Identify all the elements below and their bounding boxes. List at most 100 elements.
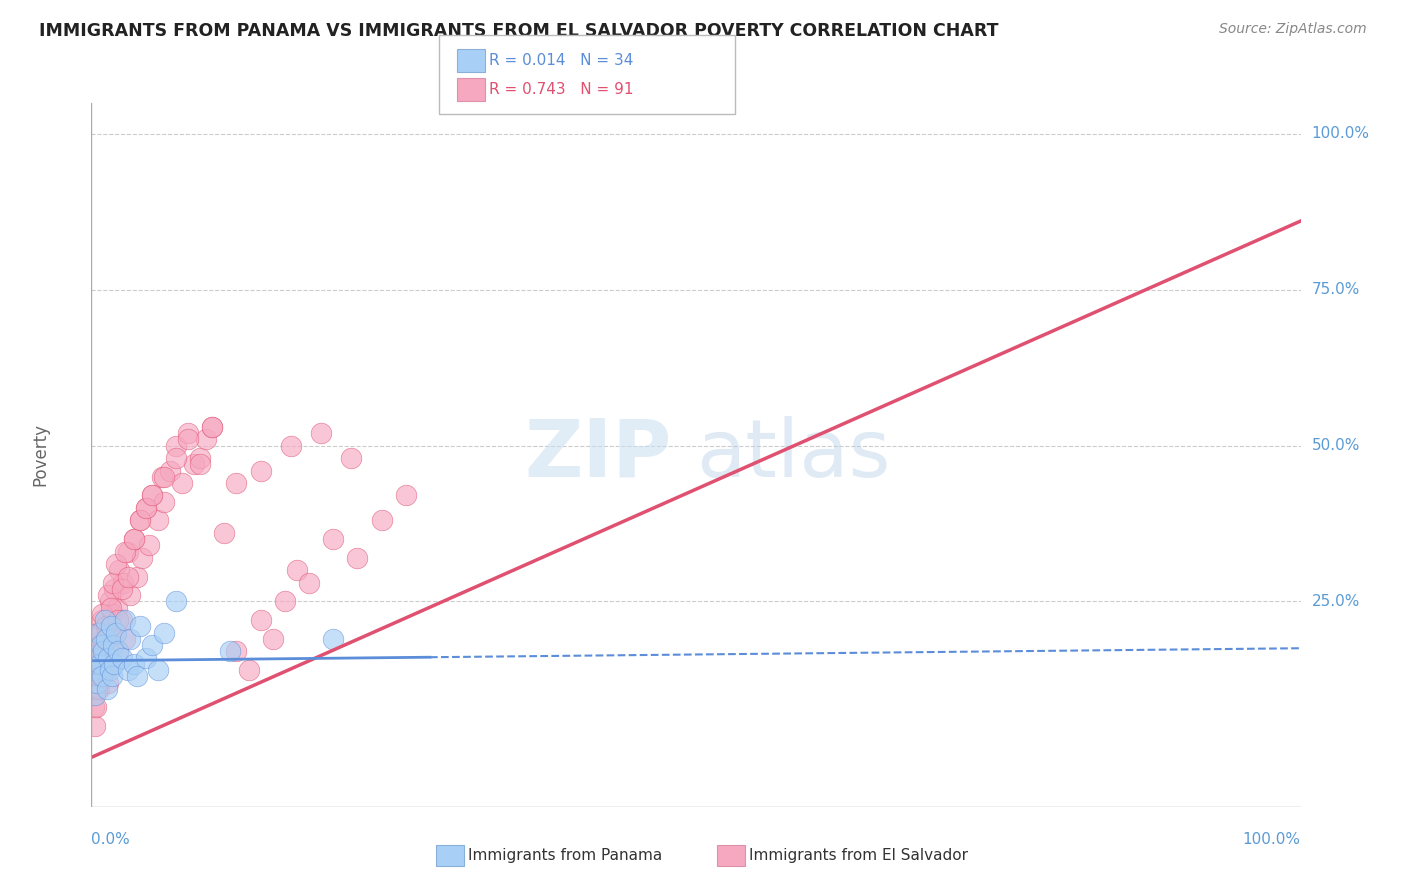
Point bbox=[107, 613, 129, 627]
Text: 75.0%: 75.0% bbox=[1312, 282, 1360, 297]
Point bbox=[101, 638, 124, 652]
Point bbox=[98, 663, 121, 677]
Point bbox=[84, 688, 107, 702]
Point bbox=[274, 594, 297, 608]
Point bbox=[395, 488, 418, 502]
Point bbox=[183, 457, 205, 471]
Point bbox=[177, 426, 200, 441]
Point bbox=[96, 681, 118, 696]
Point bbox=[105, 600, 128, 615]
Point bbox=[225, 644, 247, 658]
Point bbox=[122, 532, 145, 546]
Point bbox=[86, 625, 108, 640]
Point bbox=[214, 525, 236, 540]
Point bbox=[309, 426, 332, 441]
Text: Immigrants from Panama: Immigrants from Panama bbox=[468, 848, 662, 863]
Point bbox=[96, 619, 118, 633]
Point bbox=[103, 582, 125, 596]
Point bbox=[141, 488, 163, 502]
Point bbox=[117, 569, 139, 583]
Point bbox=[87, 669, 110, 683]
Point bbox=[127, 669, 149, 683]
Point bbox=[111, 613, 132, 627]
Point bbox=[94, 663, 117, 677]
Point bbox=[188, 450, 211, 465]
Text: IMMIGRANTS FROM PANAMA VS IMMIGRANTS FROM EL SALVADOR POVERTY CORRELATION CHART: IMMIGRANTS FROM PANAMA VS IMMIGRANTS FRO… bbox=[39, 22, 998, 40]
Point bbox=[94, 619, 117, 633]
Point bbox=[107, 644, 129, 658]
Point bbox=[122, 657, 145, 671]
Point bbox=[93, 632, 115, 646]
Point bbox=[111, 575, 134, 590]
Text: R = 0.743   N = 91: R = 0.743 N = 91 bbox=[489, 82, 634, 97]
Text: 100.0%: 100.0% bbox=[1243, 832, 1301, 847]
Point bbox=[131, 550, 153, 565]
Point bbox=[100, 600, 122, 615]
Point bbox=[104, 557, 127, 571]
Point bbox=[165, 594, 187, 608]
Point bbox=[107, 644, 129, 658]
Text: 50.0%: 50.0% bbox=[1312, 438, 1360, 453]
Point bbox=[135, 500, 157, 515]
Point bbox=[100, 638, 122, 652]
Point bbox=[249, 463, 271, 477]
Point bbox=[122, 532, 145, 546]
Point bbox=[103, 657, 125, 671]
Point bbox=[280, 439, 302, 453]
Point bbox=[128, 619, 150, 633]
Point bbox=[135, 500, 157, 515]
Point bbox=[346, 550, 368, 565]
Text: Immigrants from El Salvador: Immigrants from El Salvador bbox=[749, 848, 969, 863]
Point bbox=[91, 669, 114, 683]
Point bbox=[153, 494, 176, 508]
Point bbox=[97, 650, 120, 665]
Point bbox=[82, 688, 104, 702]
Point bbox=[86, 675, 108, 690]
Point bbox=[86, 681, 108, 696]
Point bbox=[201, 420, 224, 434]
Point bbox=[83, 663, 105, 677]
Point bbox=[108, 563, 131, 577]
Point bbox=[120, 588, 142, 602]
Point bbox=[141, 638, 163, 652]
Point bbox=[93, 613, 115, 627]
Point bbox=[238, 663, 260, 677]
Point bbox=[146, 663, 169, 677]
Point bbox=[322, 532, 344, 546]
Point bbox=[86, 663, 108, 677]
Point bbox=[150, 469, 173, 483]
Point bbox=[104, 625, 127, 640]
Point bbox=[370, 513, 392, 527]
Text: atlas: atlas bbox=[696, 416, 890, 494]
Point bbox=[98, 594, 121, 608]
Point bbox=[120, 632, 142, 646]
Point bbox=[104, 625, 127, 640]
Text: 100.0%: 100.0% bbox=[1312, 127, 1369, 141]
Point bbox=[114, 613, 136, 627]
Point bbox=[97, 588, 120, 602]
Point bbox=[117, 544, 139, 558]
Point bbox=[111, 650, 132, 665]
Point bbox=[195, 433, 218, 447]
Text: 0.0%: 0.0% bbox=[91, 832, 131, 847]
Point bbox=[89, 657, 111, 671]
Point bbox=[127, 569, 149, 583]
Point bbox=[114, 632, 136, 646]
Point bbox=[87, 681, 110, 696]
Point bbox=[84, 675, 107, 690]
Point bbox=[111, 582, 132, 596]
Text: Source: ZipAtlas.com: Source: ZipAtlas.com bbox=[1219, 22, 1367, 37]
Point bbox=[101, 575, 124, 590]
Point bbox=[165, 439, 187, 453]
Point bbox=[249, 613, 271, 627]
Text: ZIP: ZIP bbox=[524, 416, 672, 494]
Point bbox=[188, 457, 211, 471]
Point bbox=[84, 638, 107, 652]
Point bbox=[322, 632, 344, 646]
Point bbox=[93, 638, 115, 652]
Text: 25.0%: 25.0% bbox=[1312, 594, 1360, 609]
Point bbox=[87, 625, 110, 640]
Point bbox=[83, 700, 105, 714]
Point bbox=[84, 650, 107, 665]
Point bbox=[138, 538, 160, 552]
